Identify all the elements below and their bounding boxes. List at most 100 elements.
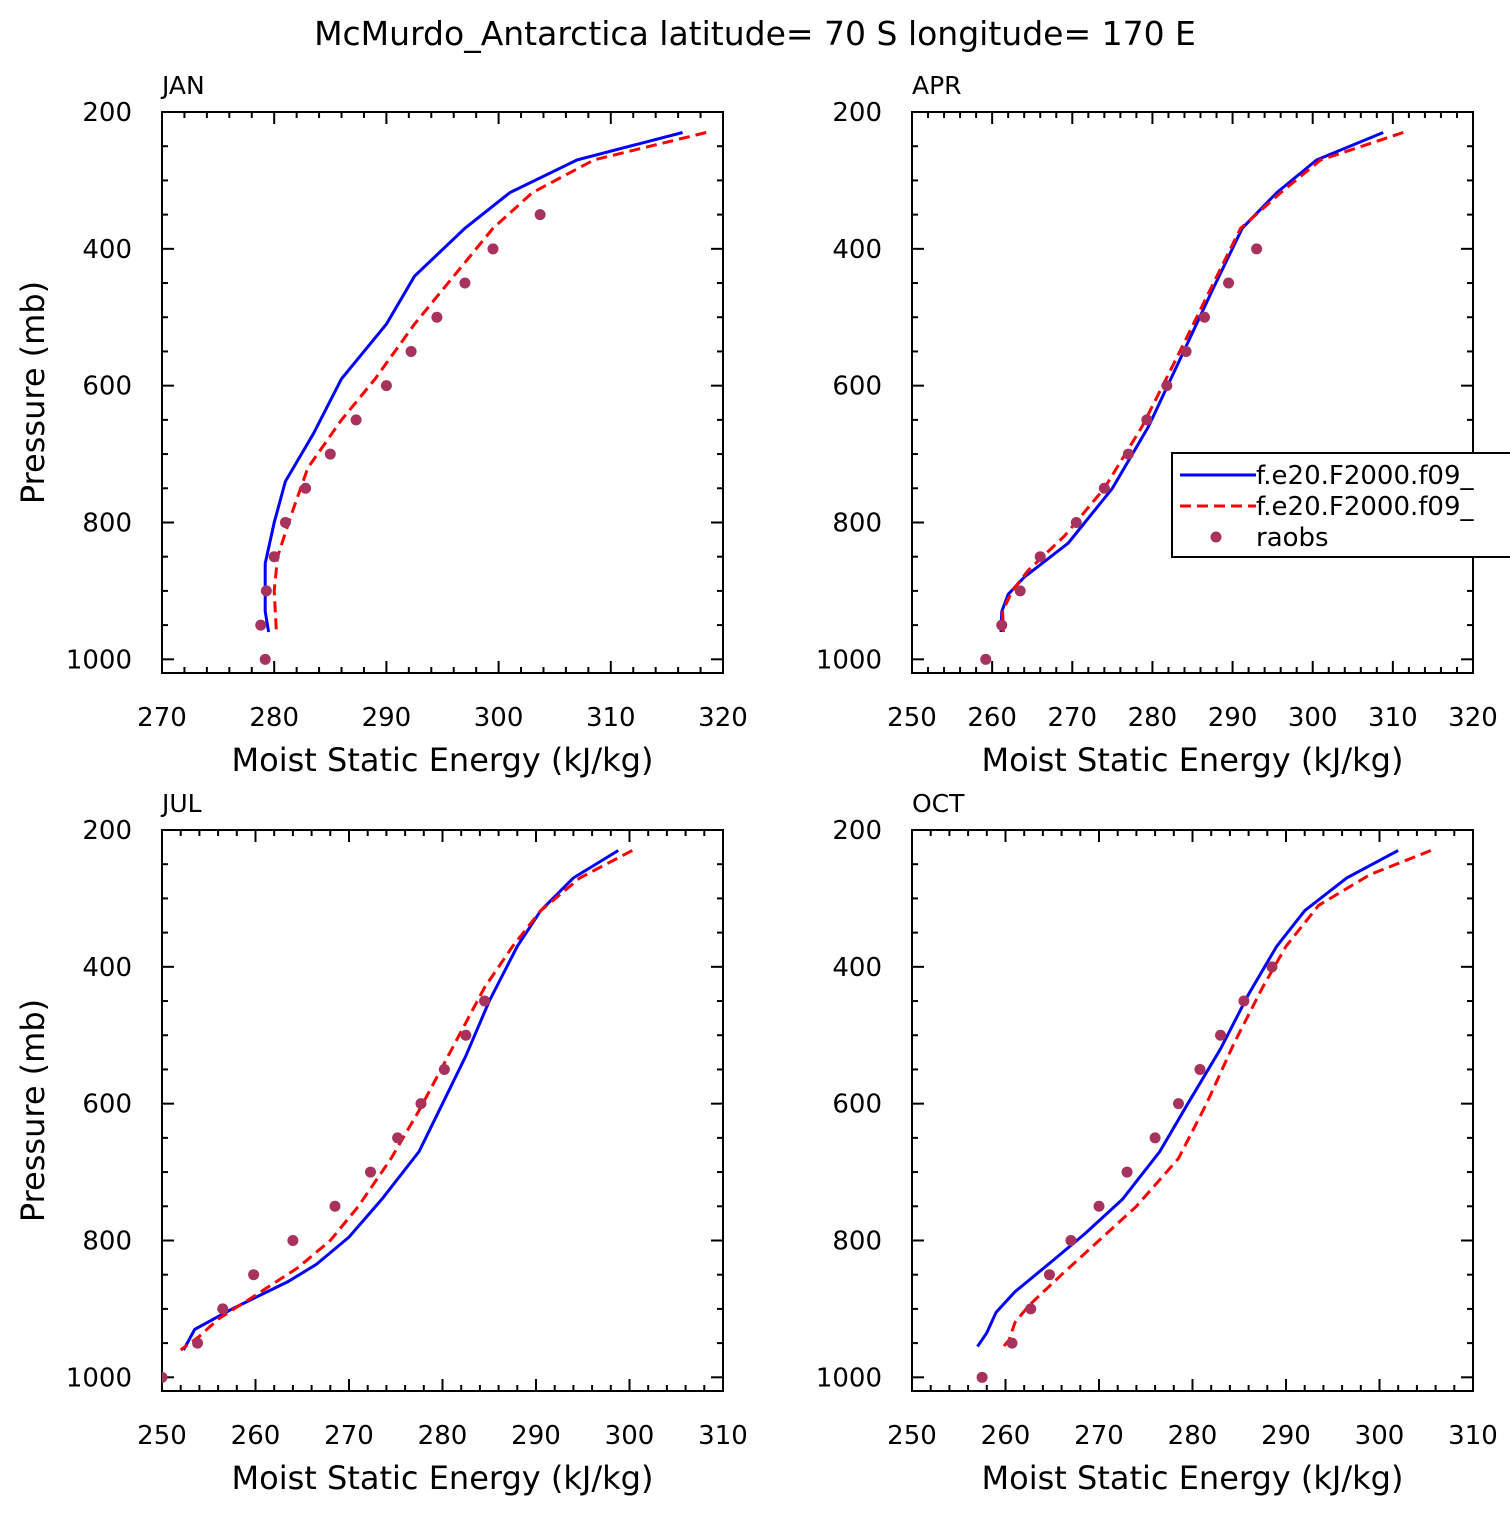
legend-box: [1171, 452, 1510, 558]
raobs-point: [1199, 311, 1211, 323]
y-tick-label: 600: [832, 1090, 882, 1120]
x-axis-title: Moist Static Energy (kJ/kg): [232, 741, 654, 779]
model-line-solid: [999, 131, 1384, 633]
raobs-point: [976, 1371, 988, 1383]
raobs-point: [1070, 516, 1082, 528]
panel-label: JUL: [160, 789, 202, 818]
model-line-solid: [976, 849, 1399, 1348]
raobs-point: [980, 653, 992, 665]
y-tick-label: 200: [832, 98, 882, 128]
legend-label: f.e20.F2000.f09_: [1256, 461, 1474, 491]
y-tick-label: 200: [82, 98, 132, 128]
series-group: [162, 849, 633, 1383]
x-tick-label: 320: [1448, 703, 1498, 733]
legend-label: raobs: [1256, 523, 1329, 553]
raobs-point: [1065, 1234, 1077, 1246]
raobs-point: [431, 311, 443, 323]
raobs-point: [459, 277, 471, 289]
raobs-point: [268, 551, 280, 563]
raobs-point: [415, 1098, 427, 1110]
x-tick-label: 290: [1208, 703, 1258, 733]
x-axis-title: Moist Static Energy (kJ/kg): [232, 1459, 654, 1497]
x-tick-label: 290: [362, 703, 412, 733]
raobs-point: [255, 619, 267, 631]
x-tick-label: 250: [887, 1421, 937, 1451]
x-tick-label: 300: [1288, 703, 1338, 733]
y-tick-label: 800: [832, 508, 882, 538]
y-tick-label: 1000: [816, 645, 882, 675]
model-line-dashed: [1001, 131, 1404, 633]
raobs-point: [1141, 414, 1153, 426]
panel-label: APR: [912, 71, 962, 100]
raobs-point: [1121, 1166, 1133, 1178]
raobs-point: [996, 619, 1008, 631]
y-tick-label: 600: [82, 372, 132, 402]
panel-label: OCT: [912, 789, 965, 818]
raobs-point: [380, 380, 392, 392]
model-line-dashed: [999, 849, 1432, 1351]
series-group: [255, 131, 707, 665]
x-axis-title: Moist Static Energy (kJ/kg): [982, 1459, 1404, 1497]
legend: f.e20.F2000.f09_f.e20.F2000.f09_raobs: [1171, 452, 1510, 558]
x-tick-label: 280: [249, 703, 299, 733]
raobs-point: [479, 995, 491, 1007]
x-tick-label: 260: [981, 1421, 1031, 1451]
raobs-point: [460, 1029, 472, 1041]
raobs-point: [1149, 1132, 1161, 1144]
y-tick-label: 1000: [66, 1363, 132, 1393]
y-tick-label: 600: [832, 372, 882, 402]
x-tick-label: 310: [586, 703, 636, 733]
panel-jul: JUL 250 260 270 280 290 300 310 200 400 600 800 1000…: [14, 789, 748, 1497]
raobs-point: [1043, 1269, 1055, 1281]
raobs-point: [1098, 482, 1110, 494]
x-tick-label: 280: [1128, 703, 1178, 733]
x-tick-label: 270: [1047, 703, 1097, 733]
y-tick-label: 600: [82, 1090, 132, 1120]
y-tick-label: 400: [832, 953, 882, 983]
y-tick-label: 800: [82, 1226, 132, 1256]
legend-marker: [1210, 531, 1222, 543]
raobs-point: [287, 1234, 299, 1246]
x-tick-label: 320: [698, 703, 748, 733]
y-tick-label: 1000: [66, 645, 132, 675]
panel-label: JAN: [160, 71, 205, 100]
x-tick-label: 280: [1168, 1421, 1218, 1451]
y-axis-title: Pressure (mb): [14, 281, 52, 504]
x-tick-label: 280: [418, 1421, 468, 1451]
x-tick-label: 270: [324, 1421, 374, 1451]
y-tick-label: 400: [82, 953, 132, 983]
raobs-point: [405, 345, 417, 357]
raobs-point: [1223, 277, 1235, 289]
raobs-point: [1025, 1303, 1037, 1315]
x-tick-label: 300: [605, 1421, 655, 1451]
raobs-point: [1238, 995, 1250, 1007]
x-tick-label: 270: [1074, 1421, 1124, 1451]
raobs-point: [300, 482, 312, 494]
raobs-point: [487, 243, 499, 255]
x-tick-label: 290: [511, 1421, 561, 1451]
raobs-point: [1034, 551, 1046, 563]
raobs-point: [279, 516, 291, 528]
raobs-point: [1215, 1029, 1227, 1041]
y-tick-label: 200: [82, 816, 132, 846]
y-tick-label: 400: [82, 235, 132, 265]
raobs-point: [350, 414, 362, 426]
raobs-point: [324, 448, 336, 460]
plot-frame: [161, 111, 724, 674]
panels: JAN 270 280 290 300 310 320 200 400 600 800 1000 Moi…: [14, 71, 1498, 1497]
model-line-dashed: [179, 849, 633, 1352]
raobs-point: [1180, 345, 1192, 357]
raobs-point: [1194, 1063, 1206, 1075]
raobs-point: [438, 1063, 450, 1075]
raobs-point: [192, 1337, 204, 1349]
x-tick-label: 260: [967, 703, 1017, 733]
y-tick-label: 800: [82, 508, 132, 538]
x-tick-label: 270: [137, 703, 187, 733]
main-title: McMurdo_Antarctica latitude= 70 S longit…: [314, 14, 1196, 53]
series-group: [976, 849, 1432, 1383]
raobs-point: [260, 585, 272, 597]
y-tick-label: 200: [832, 816, 882, 846]
raobs-point: [162, 1371, 168, 1383]
